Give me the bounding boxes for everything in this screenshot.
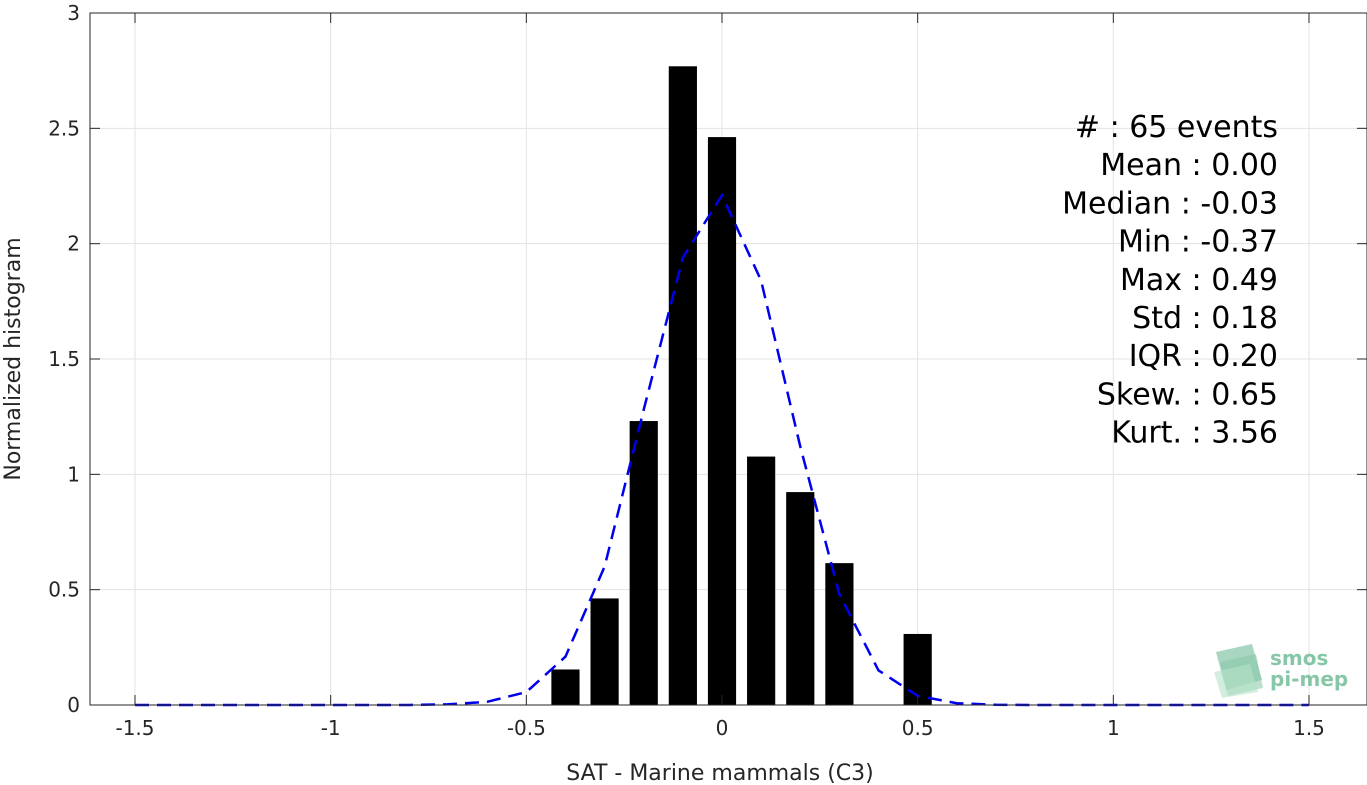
histogram-bar (551, 669, 580, 705)
x-tick-label: 1 (1107, 716, 1120, 740)
y-tick-label: 1 (67, 462, 80, 486)
y-tick-label: 3 (67, 1, 80, 25)
x-axis-title: SAT - Marine mammals (C3) (566, 761, 874, 785)
y-tick-label: 1.5 (48, 347, 80, 371)
x-tick-label: 0.5 (902, 716, 934, 740)
stat-line: Median : -0.03 (1062, 186, 1278, 221)
x-tick-label: 0 (716, 716, 729, 740)
smos-pimep-logo: smos pi-mep (1214, 644, 1348, 698)
stat-line: Kurt. : 3.56 (1111, 416, 1278, 451)
logo-mark-icon (1214, 644, 1263, 698)
y-tick-label: 2.5 (48, 116, 80, 140)
x-tick-label: -1.5 (115, 716, 154, 740)
x-axis-ticks: -1.5 -1 -0.5 0 0.5 1 1.5 (115, 13, 1325, 740)
stat-line: # : 65 events (1075, 110, 1278, 145)
stat-line: Std : 0.18 (1132, 301, 1278, 336)
y-tick-label: 2 (67, 232, 80, 256)
histogram-bar (668, 66, 697, 705)
x-tick-label: -1 (321, 716, 341, 740)
logo-text-pimep: pi-mep (1270, 667, 1348, 691)
histogram-bar (825, 563, 854, 705)
histogram-bar (747, 456, 776, 705)
stat-line: IQR : 0.20 (1129, 339, 1278, 374)
x-tick-label: 1.5 (1293, 716, 1325, 740)
y-axis-ticks: 0 0.5 1 1.5 2 2.5 3 (48, 1, 1367, 717)
y-tick-label: 0 (67, 693, 80, 717)
stat-line: Skew. : 0.65 (1097, 377, 1278, 412)
histogram-bars (551, 66, 932, 706)
histogram-bar (786, 492, 815, 705)
histogram-bar (590, 598, 619, 705)
stat-line: Mean : 0.00 (1100, 148, 1278, 183)
histogram-bar (629, 421, 658, 705)
x-tick-label: -0.5 (507, 716, 546, 740)
stat-line: Min : -0.37 (1118, 225, 1278, 260)
histogram-bar (903, 633, 932, 705)
histogram-bar (707, 137, 737, 706)
y-tick-label: 0.5 (48, 578, 80, 602)
y-axis-title: Normalized histogram (1, 237, 26, 480)
logo-text-smos: smos (1270, 646, 1328, 670)
stat-line: Max : 0.49 (1120, 263, 1278, 298)
